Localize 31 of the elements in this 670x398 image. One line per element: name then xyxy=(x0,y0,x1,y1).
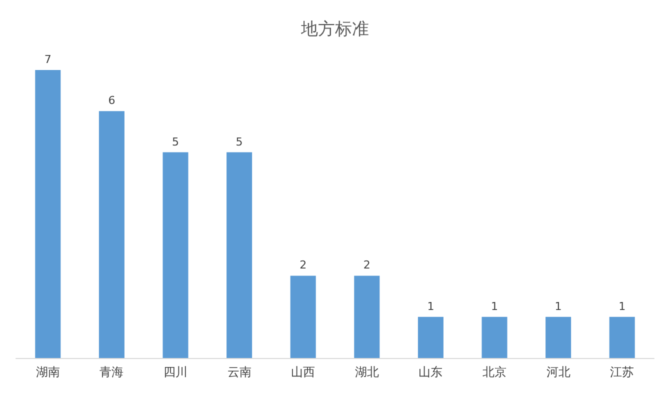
x-tick-label: 四川 xyxy=(164,365,188,379)
data-label: 7 xyxy=(44,53,52,66)
bar xyxy=(482,316,508,358)
data-label: 5 xyxy=(172,135,179,148)
x-tick-label: 云南 xyxy=(227,365,252,379)
x-tick-label: 山东 xyxy=(418,365,443,379)
data-label: 5 xyxy=(236,135,243,148)
x-tick-label: 湖北 xyxy=(354,365,379,379)
data-label: 6 xyxy=(108,94,116,108)
data-label: 1 xyxy=(618,300,626,313)
data-label: 2 xyxy=(363,258,370,272)
bar xyxy=(162,152,188,358)
bar xyxy=(354,276,380,358)
bar xyxy=(35,70,61,358)
x-tick-label: 湖南 xyxy=(36,365,60,379)
chart-title: 地方标准 xyxy=(300,20,369,40)
data-label: 2 xyxy=(300,258,307,272)
bar xyxy=(609,316,635,358)
bar xyxy=(546,316,572,358)
x-tick-label: 河北 xyxy=(546,365,570,379)
x-tick-label: 江苏 xyxy=(610,365,634,379)
data-label: 1 xyxy=(491,300,498,313)
bar xyxy=(226,152,252,358)
bar xyxy=(418,316,444,358)
bar xyxy=(98,111,124,358)
x-tick-label: 北京 xyxy=(482,365,506,379)
data-label: 1 xyxy=(427,300,434,313)
data-label: 1 xyxy=(554,300,562,313)
bar xyxy=(290,276,316,358)
x-tick-label: 山西 xyxy=(291,365,316,379)
x-tick-label: 青海 xyxy=(100,365,124,379)
